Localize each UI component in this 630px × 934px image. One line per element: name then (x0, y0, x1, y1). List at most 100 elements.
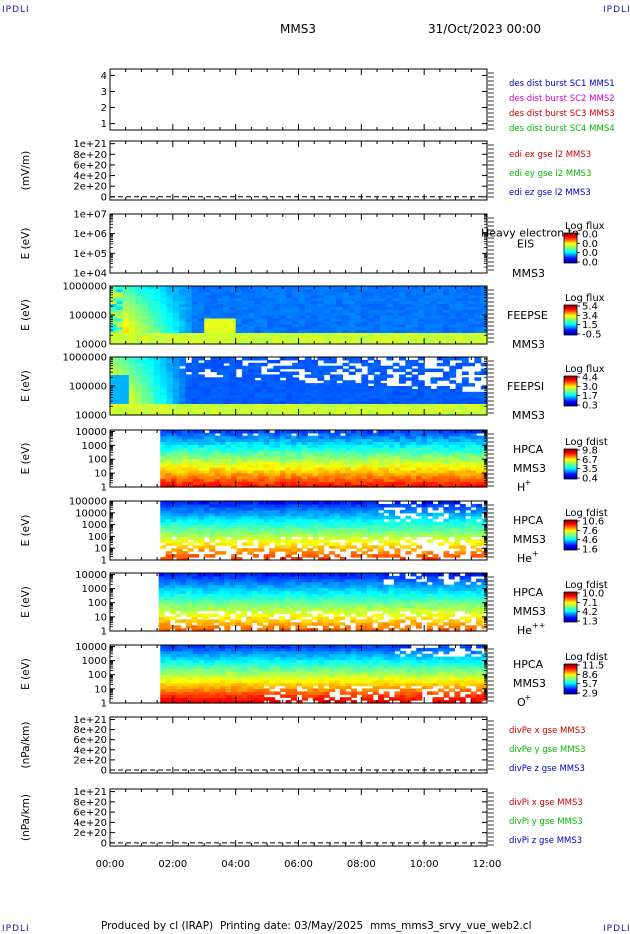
spectrogram-cell (235, 309, 243, 313)
spectrogram-cell (290, 548, 298, 552)
spectrogram-cell (153, 335, 161, 339)
spectrogram-cell (235, 365, 243, 370)
spectrogram-cell (427, 461, 434, 465)
spectrogram-cell (225, 542, 232, 546)
spectrogram-cell (437, 524, 445, 529)
spectrogram-cell (236, 430, 243, 434)
spectrogram-cell (304, 406, 312, 410)
spectrogram-cell (216, 391, 224, 396)
spectrogram-cell (392, 297, 400, 302)
spectrogram-cell (203, 458, 210, 462)
spectrogram-cell (273, 300, 281, 304)
spectrogram-cell (279, 312, 287, 316)
spectrogram-cell (329, 315, 337, 319)
spectrogram-cell (304, 374, 312, 378)
spectrogram-cell (399, 461, 406, 465)
spectrogram-cell (394, 444, 401, 448)
spectrogram-cell (198, 548, 205, 552)
spectrogram-cell (318, 432, 325, 437)
spectrogram-cell (254, 332, 262, 336)
spectrogram-cell (448, 444, 455, 448)
spectrogram-cell (147, 286, 155, 290)
spectrogram-cell (241, 412, 249, 416)
spectrogram-cell (182, 458, 189, 462)
spectrogram-cell (449, 294, 457, 299)
spectrogram-cell (279, 400, 287, 404)
spectrogram-cell (421, 557, 428, 561)
spectrogram-cell (454, 518, 461, 523)
spectrogram-cell (301, 464, 308, 468)
spectrogram-cell (361, 449, 368, 454)
spectrogram-cell (443, 377, 450, 381)
spectrogram-cell (383, 455, 390, 460)
spectrogram-cell (367, 368, 375, 373)
spectrogram-cell (348, 357, 356, 361)
spectrogram-cell (317, 288, 325, 293)
spectrogram-cell (209, 447, 216, 451)
spectrogram-cell (241, 444, 248, 448)
spectrogram-cell (372, 527, 379, 532)
spectrogram-cell (203, 503, 210, 508)
spectrogram-cell (171, 475, 178, 480)
spectrogram-cell (241, 475, 248, 480)
spectrogram-cell (312, 452, 319, 457)
spectrogram-cell (176, 515, 183, 520)
spectrogram-cell (203, 524, 210, 529)
spectrogram-cell (187, 430, 194, 434)
spectrogram-cell (339, 521, 347, 526)
spectrogram-cell (191, 291, 199, 296)
spectrogram-cell (323, 380, 331, 384)
spectrogram-cell (383, 430, 390, 434)
spectrogram-cell (461, 397, 469, 402)
spectrogram-cell (474, 332, 482, 336)
spectrogram-cell (269, 438, 276, 442)
spectrogram-cell (279, 391, 287, 396)
corner-label-bottom-right: IPDLI (603, 924, 630, 934)
spectrogram-cell (236, 435, 243, 440)
spectrogram-cell (274, 452, 281, 457)
spectrogram-cell (298, 326, 306, 331)
spectrogram-cell (345, 444, 352, 448)
spectrogram-cell (285, 300, 293, 304)
spectrogram-cell (247, 503, 254, 508)
spectrogram-cell (209, 435, 216, 440)
spectrogram-cell (274, 469, 281, 474)
spectrogram-cell (247, 475, 254, 480)
spectrogram-cell (229, 403, 237, 407)
spectrogram-cell (443, 341, 450, 345)
spectrogram-cell (185, 326, 193, 331)
spectrogram-cell (260, 380, 268, 384)
spectrogram-cell (317, 315, 325, 319)
spectrogram-cell (443, 306, 450, 310)
spectrogram-cell (285, 545, 292, 549)
spectrogram-cell (373, 303, 381, 307)
spectrogram-cell (165, 512, 172, 517)
spectrogram-cell (110, 406, 117, 410)
spectrogram-cell (350, 501, 357, 505)
spectrogram-cell (348, 359, 356, 364)
spectrogram-cell (204, 326, 212, 331)
spectrogram-cell (378, 432, 385, 437)
spectrogram-cell (304, 394, 312, 399)
spectrogram-cell (424, 329, 432, 333)
spectrogram-cell (116, 294, 124, 299)
spectrogram-cell (383, 542, 390, 546)
spectrogram-cell (274, 539, 281, 543)
spectrogram-cell (135, 412, 143, 416)
spectrogram-cell (241, 521, 248, 526)
spectrogram-cell (258, 484, 265, 488)
spectrogram-cell (361, 530, 368, 535)
spectrogram-cell (229, 374, 237, 378)
spectrogram-cell (223, 388, 230, 393)
spectrogram-cell (209, 506, 216, 511)
spectrogram-cell (260, 286, 268, 290)
spectrogram-cell (147, 371, 155, 375)
spectrogram-cell (480, 406, 488, 410)
spectrogram-cell (421, 469, 428, 474)
spectrogram-cell (274, 509, 281, 514)
spectrogram-cell (260, 391, 268, 396)
spectrogram-cell (443, 386, 450, 390)
spectrogram-cell (411, 286, 419, 290)
spectrogram-cell (481, 438, 488, 442)
spectrogram-cell (241, 374, 249, 378)
